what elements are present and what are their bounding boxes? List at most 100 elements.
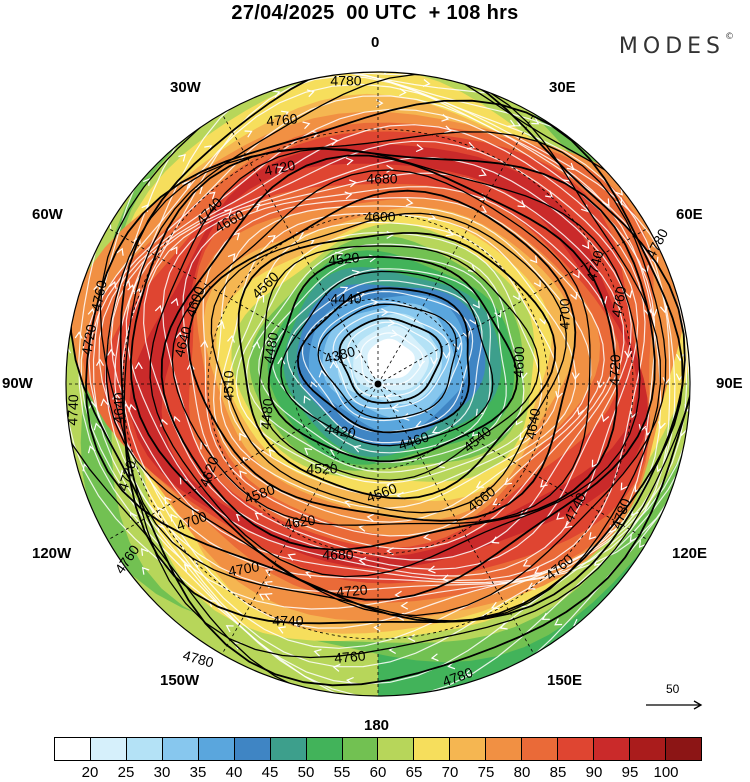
streamline-arrowhead <box>638 540 647 549</box>
streamline-arrowhead <box>588 532 597 540</box>
height-contour <box>171 169 591 526</box>
streamline-arrowhead <box>564 112 573 121</box>
streamline-arrowhead <box>87 230 96 239</box>
streamline-arrowhead <box>227 253 236 262</box>
streamline-arrowhead <box>217 320 225 329</box>
streamline-arrowhead <box>183 564 192 572</box>
colorbar-swatch <box>414 738 451 760</box>
colorbar-swatch <box>162 738 199 760</box>
streamline-arrowhead <box>154 304 163 313</box>
streamline-arrowhead <box>430 357 438 365</box>
height-contour <box>99 72 690 659</box>
contour-label: 4720 <box>606 354 623 386</box>
streamline-arrowhead <box>200 441 208 450</box>
streamline-arrowhead <box>251 65 258 71</box>
height-contour <box>160 154 618 551</box>
contour-label: 4720 <box>78 323 99 357</box>
colorbar-tick-label: 25 <box>117 764 135 781</box>
streamline-arrowhead <box>588 103 596 112</box>
streamline-arrowhead <box>464 668 473 677</box>
streamline <box>219 213 577 509</box>
streamline-arrowhead <box>624 350 633 359</box>
streamline-arrowhead <box>387 318 396 327</box>
streamline-arrowhead <box>415 144 424 153</box>
height-contour <box>338 317 443 404</box>
streamline-arrowhead <box>571 372 580 381</box>
colorbar-swatch <box>522 738 559 760</box>
streamline-arrowhead <box>459 64 466 71</box>
streamline <box>110 124 646 582</box>
map-title: 27/04/2025 00 UTC + 108 hrs <box>231 2 519 24</box>
colorbar-swatch <box>486 738 523 760</box>
streamline-arrowhead <box>141 566 150 575</box>
lat-lon-grid <box>66 72 690 696</box>
streamline-arrowhead <box>170 297 179 306</box>
streamline <box>332 311 451 410</box>
streamline-arrowhead <box>615 187 623 196</box>
reference-vector-label: 50 <box>666 682 680 696</box>
streamline-arrowhead <box>642 200 650 209</box>
polar-map: 4780476047204740468046004660456045204600… <box>64 64 691 697</box>
meridian-line <box>221 113 379 385</box>
streamline-arrowhead <box>391 403 399 412</box>
streamline-arrowhead <box>335 251 344 260</box>
contour-label: 4720 <box>263 157 297 179</box>
streamline-arrowhead <box>601 414 610 423</box>
streamline-arrowhead <box>318 369 327 378</box>
streamline-arrowhead <box>306 89 315 98</box>
streamline-arrowhead <box>540 479 548 488</box>
streamline-arrowhead <box>519 371 528 380</box>
contour-label: 4700 <box>557 298 573 329</box>
contour-label: 4480 <box>257 397 276 430</box>
streamline-arrowhead <box>340 286 349 294</box>
streamline-arrowhead <box>656 534 665 542</box>
lon-label-120e: 120E <box>672 545 708 562</box>
colorbar-swatch <box>342 738 379 760</box>
streamline-arrowhead <box>386 230 394 239</box>
contour-label: 4620 <box>283 512 316 532</box>
height-contour <box>129 147 656 601</box>
colorbar-swatch <box>378 738 415 760</box>
streamline-arrowhead <box>302 121 311 130</box>
streamline-arrowhead <box>268 448 277 457</box>
streamline-arrowhead <box>109 280 117 290</box>
streamline-arrowhead <box>239 432 247 441</box>
streamline-arrowhead <box>658 421 666 430</box>
contour-label: 4640 <box>171 324 195 358</box>
streamline-arrowhead <box>303 395 311 404</box>
streamline-arrowhead <box>576 407 585 416</box>
streamline-arrowhead <box>178 153 186 162</box>
meridian-line <box>377 113 535 385</box>
streamline-arrowhead <box>491 601 499 610</box>
parallel-circle <box>292 298 464 470</box>
streamline-arrowhead <box>582 241 590 250</box>
colorbar-tick-label: 75 <box>477 764 495 781</box>
streamline <box>66 72 690 696</box>
lon-label-90e: 90E <box>716 375 743 392</box>
streamline <box>80 83 690 610</box>
streamline-arrowhead <box>554 618 563 626</box>
streamline-arrowhead <box>570 291 578 301</box>
lon-label-180: 180 <box>364 717 390 734</box>
contour-label: 4640 <box>111 392 127 423</box>
streamline-arrowhead <box>74 331 83 339</box>
streamline-arrowhead <box>522 559 531 567</box>
contour-label: 4740 <box>272 613 303 629</box>
colorbar-swatch <box>630 738 666 760</box>
colorbar-tick-label: 70 <box>441 764 459 781</box>
streamline-arrowhead <box>386 481 394 490</box>
streamline-arrowhead <box>662 377 671 385</box>
streamline-arrowhead <box>267 234 276 243</box>
contour-label: 4520 <box>328 249 361 268</box>
meridian-line <box>377 383 649 541</box>
streamline-arrowhead <box>87 445 96 454</box>
height-contour <box>296 287 471 434</box>
contour-label: 4520 <box>306 461 337 477</box>
streamline <box>161 172 625 561</box>
colorbar <box>54 737 702 761</box>
streamline-arrowhead <box>381 308 389 317</box>
contour-label: 4440 <box>330 291 361 307</box>
streamline-arrowhead <box>175 331 184 340</box>
streamline-arrowhead <box>441 113 450 122</box>
streamline-arrowhead <box>346 676 354 685</box>
